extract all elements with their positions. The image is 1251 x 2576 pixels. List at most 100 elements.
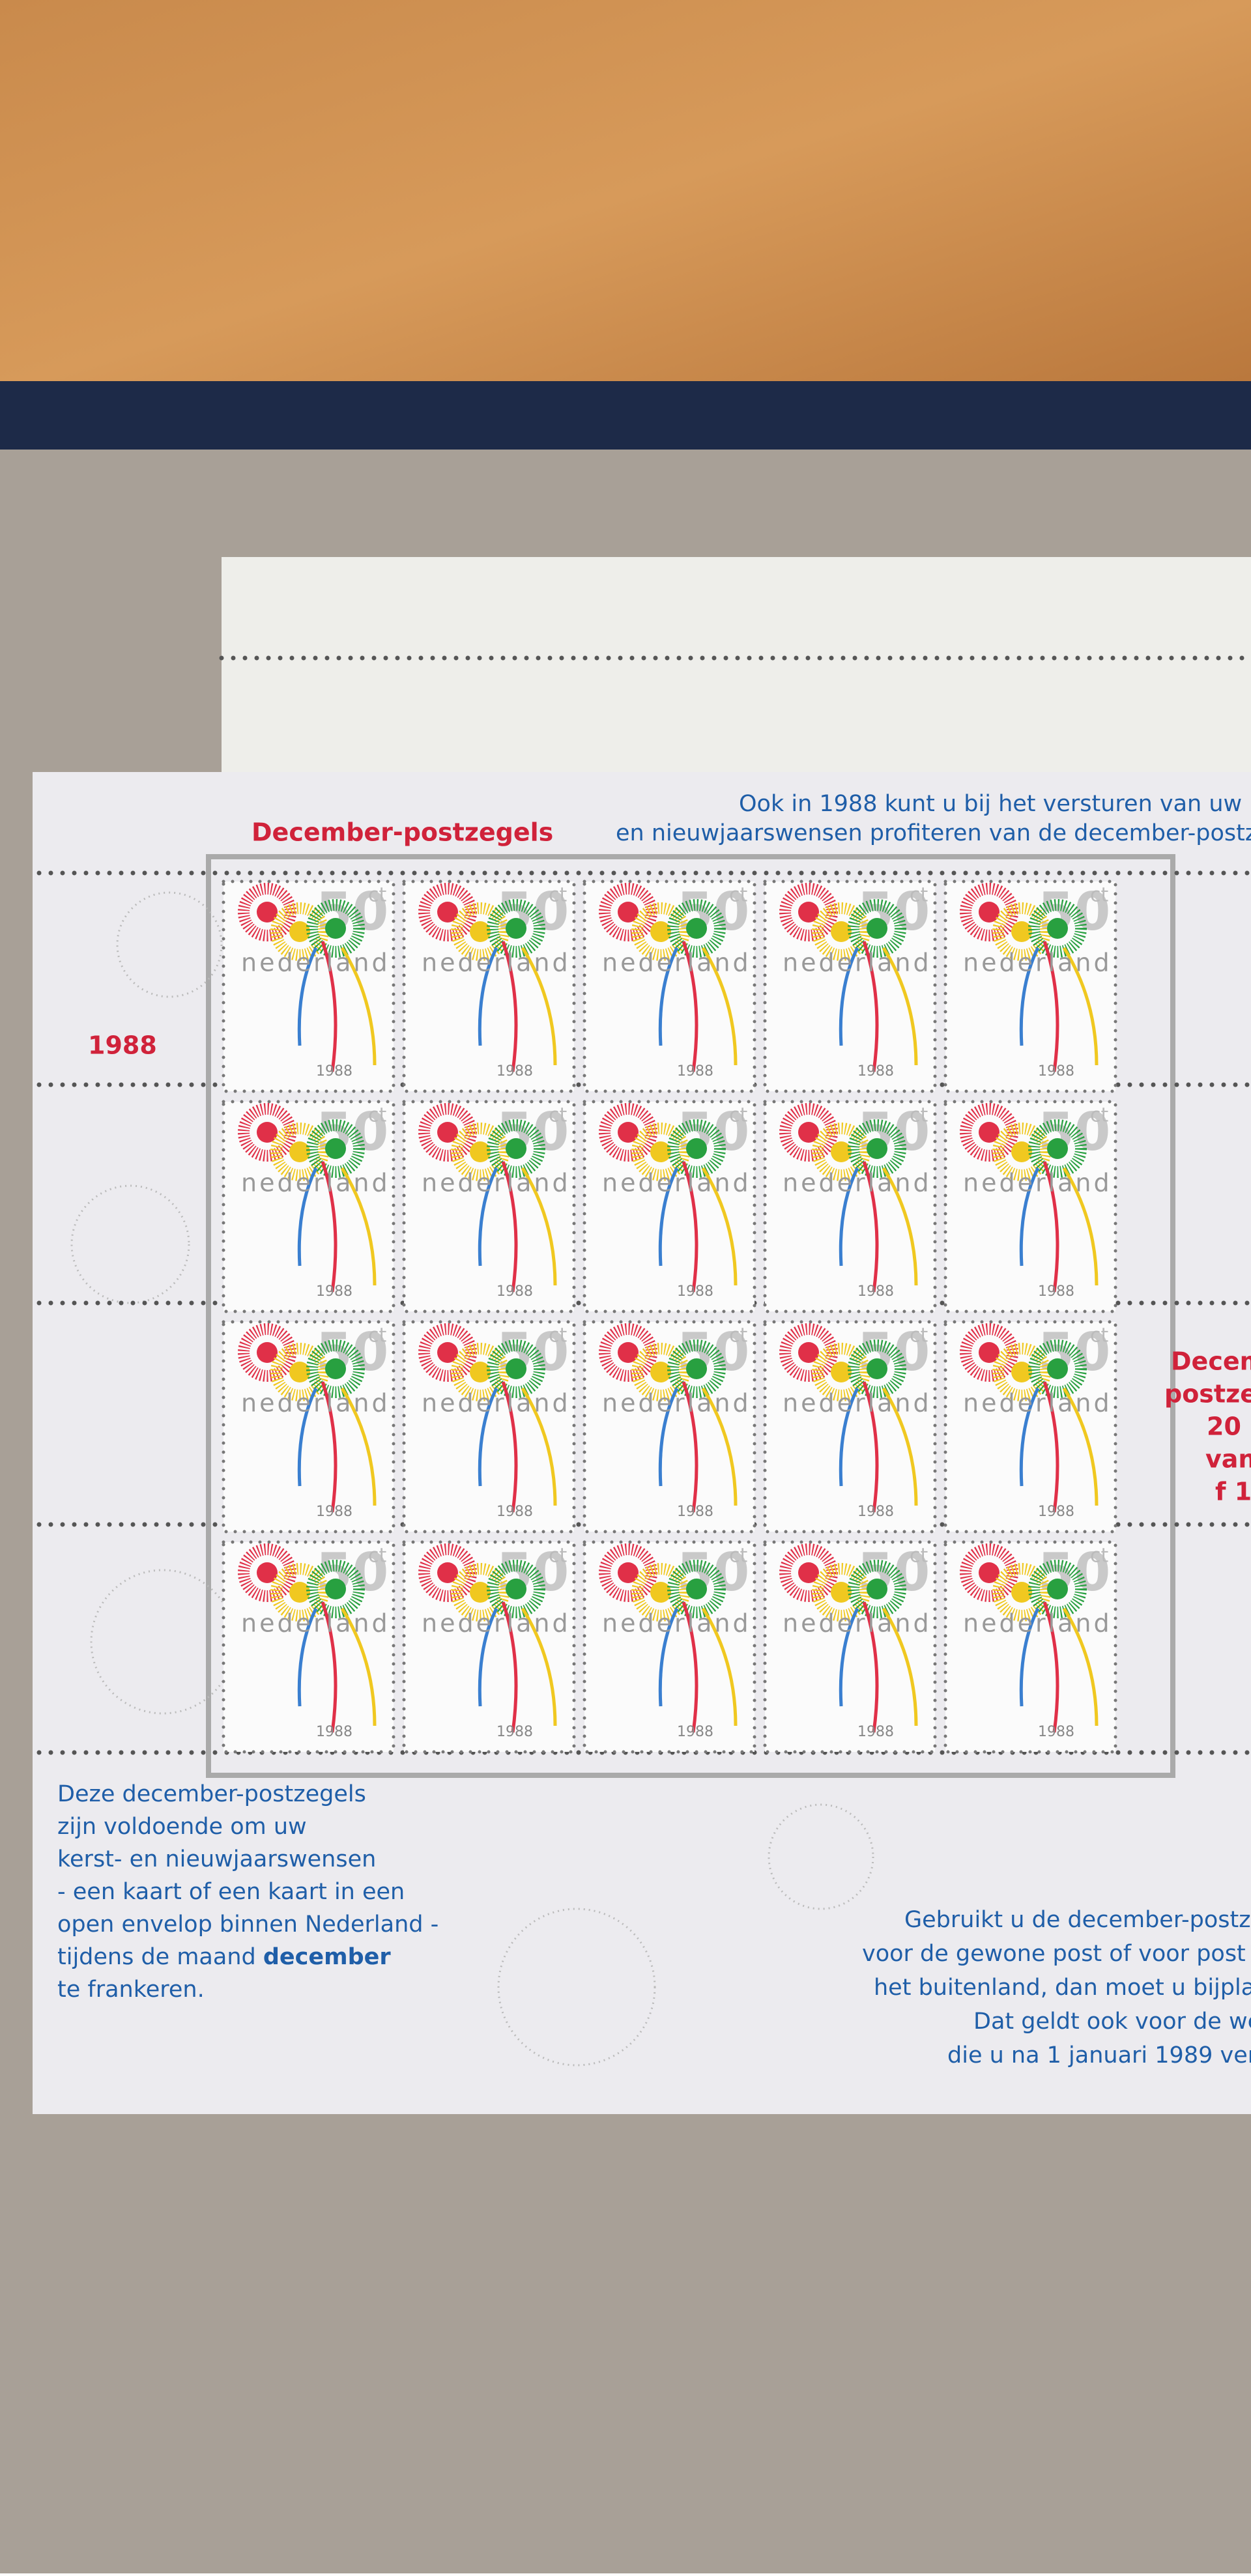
burst xyxy=(848,899,906,958)
burst xyxy=(451,1343,510,1401)
stamp-year: 1988 xyxy=(316,1283,352,1300)
stamp-unit: ct xyxy=(1090,1545,1108,1567)
burst xyxy=(992,902,1051,961)
streak xyxy=(478,947,498,1046)
burst-core xyxy=(650,1362,671,1382)
burst xyxy=(960,1543,1018,1602)
right-text-line: die u na 1 januari 1989 vers xyxy=(947,2042,1251,2068)
burst-core xyxy=(470,921,491,942)
streak xyxy=(862,1601,879,1733)
stamp-country: nederland xyxy=(963,1609,1112,1638)
left-text-line: Deze december-postzegels xyxy=(57,1781,366,1807)
streak xyxy=(340,1167,377,1286)
streak xyxy=(882,947,918,1066)
burst-core xyxy=(798,1342,819,1363)
streak xyxy=(478,1387,498,1487)
left-text-line: zijn voldoende om uw xyxy=(57,1814,307,1840)
stamp-country: nederland xyxy=(602,1169,751,1197)
burst xyxy=(848,1339,906,1398)
burst xyxy=(238,1103,296,1162)
burst-core xyxy=(257,1562,278,1583)
stamp-country: nederland xyxy=(783,1389,932,1418)
stamp-unit: ct xyxy=(549,884,567,907)
streak xyxy=(658,1607,679,1707)
stamp-country: nederland xyxy=(783,1609,932,1638)
burst-core xyxy=(618,902,639,923)
streak xyxy=(839,1607,859,1707)
burst xyxy=(487,899,545,958)
burst xyxy=(631,902,690,961)
burst-core xyxy=(289,1362,310,1382)
burst-core xyxy=(257,902,278,923)
stamp-face xyxy=(943,880,1117,1093)
burst xyxy=(306,1119,365,1178)
stamp-unit: ct xyxy=(549,1324,567,1347)
streak xyxy=(1042,1161,1059,1293)
stamp-year: 1988 xyxy=(857,1063,894,1080)
burst-core xyxy=(437,1342,458,1363)
side-text-line: postzeg xyxy=(1164,1380,1251,1409)
burst xyxy=(418,1323,477,1382)
streak xyxy=(521,947,557,1066)
streak xyxy=(658,1167,679,1267)
burst-core xyxy=(289,921,310,942)
stamp-unit: ct xyxy=(368,1324,386,1347)
left-text-line: te frankeren. xyxy=(57,1977,205,2003)
stamp-unit: ct xyxy=(549,1104,567,1127)
burst xyxy=(451,1563,510,1622)
stamp-frame xyxy=(206,854,1175,1778)
streak xyxy=(839,1387,859,1487)
burst-core xyxy=(289,1141,310,1162)
burst xyxy=(667,899,726,958)
burst xyxy=(599,1323,657,1382)
burst-core xyxy=(1047,1138,1068,1159)
burst-core xyxy=(798,1122,819,1143)
stamp-face xyxy=(763,1320,937,1534)
burst-core xyxy=(831,921,852,942)
stamp-year: 1988 xyxy=(677,1283,713,1300)
streak xyxy=(321,1601,338,1733)
burst xyxy=(812,1123,870,1181)
burst xyxy=(631,1343,690,1401)
streak xyxy=(1019,1607,1040,1707)
burst xyxy=(779,1323,838,1382)
stamp-year: 1988 xyxy=(1038,1504,1074,1520)
stamp-face xyxy=(582,1100,756,1313)
stamp-unit: ct xyxy=(729,1324,747,1347)
stamp-year: 1988 xyxy=(316,1724,352,1740)
right-text-line: Gebruikt u de december-postz xyxy=(904,1907,1251,1933)
streak xyxy=(321,941,338,1072)
burst-core xyxy=(650,1582,671,1603)
burst-core xyxy=(506,1579,526,1599)
stamp-year: 1988 xyxy=(677,1724,713,1740)
stamp-face xyxy=(222,1540,395,1754)
streak xyxy=(882,1387,918,1506)
stamp-unit: ct xyxy=(729,1545,747,1567)
burst-core xyxy=(686,918,707,939)
stamp-face xyxy=(943,1540,1117,1754)
stamp-face xyxy=(763,1540,937,1754)
burst xyxy=(779,1103,838,1162)
burst xyxy=(960,1103,1018,1162)
streak xyxy=(862,1381,879,1513)
burst xyxy=(992,1123,1051,1181)
burst-core xyxy=(1011,921,1032,942)
stamp-country: nederland xyxy=(963,1169,1112,1197)
burst xyxy=(1028,1119,1087,1178)
streak xyxy=(862,941,879,1072)
decoration xyxy=(70,1184,190,1304)
burst xyxy=(599,883,657,941)
stamp-country: nederland xyxy=(963,1389,1112,1418)
stamp-face xyxy=(402,1320,576,1534)
streak xyxy=(839,1167,859,1267)
stamp-unit: ct xyxy=(729,1104,747,1127)
stamp-country: nederland xyxy=(241,1609,390,1638)
